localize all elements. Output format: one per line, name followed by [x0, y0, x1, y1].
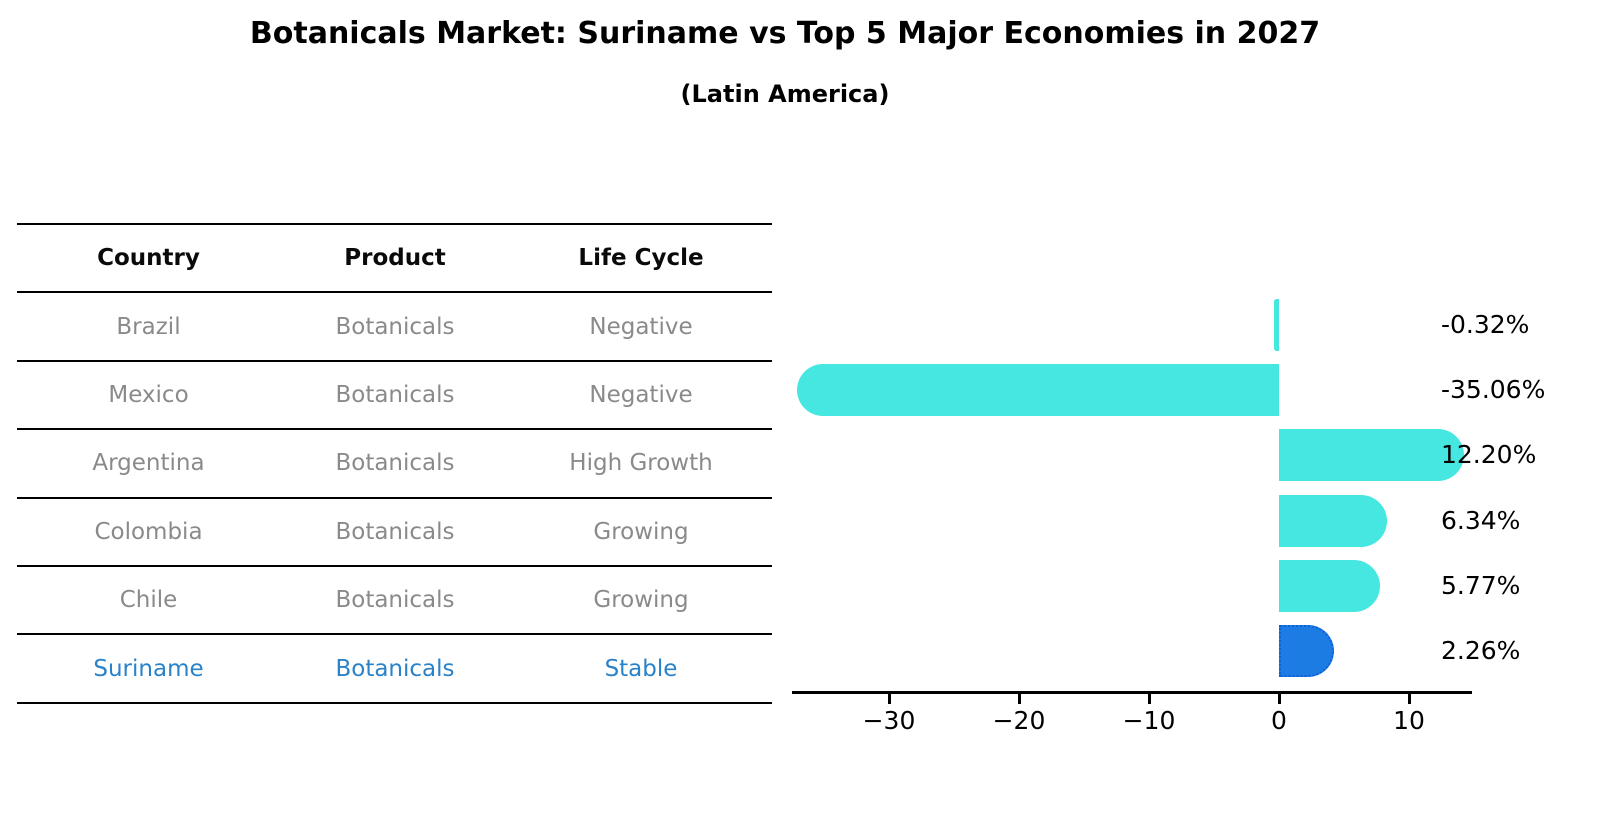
table-cell-life-cycle: Growing — [593, 518, 689, 545]
table-header-row: Country Product Life Cycle — [17, 223, 772, 291]
bar-value-label: 2.26% — [1441, 636, 1521, 665]
chart-subtitle: (Latin America) — [680, 80, 890, 108]
table-row: Argentina Botanicals High Growth — [17, 428, 772, 496]
table-cell-product: Botanicals — [335, 655, 455, 682]
x-tick-label: 10 — [1393, 706, 1425, 735]
table-cell-country: Colombia — [94, 518, 203, 545]
table-cell-country: Mexico — [108, 381, 189, 408]
x-tick — [1408, 694, 1411, 704]
table-cell-country: Suriname — [93, 655, 204, 682]
column-header-life-cycle: Life Cycle — [578, 245, 704, 272]
table-cell-country: Brazil — [116, 313, 181, 340]
table-cell-life-cycle: Growing — [593, 587, 689, 614]
table-cell-product: Botanicals — [335, 381, 455, 408]
bar-chile — [1279, 559, 1380, 612]
bar-value-label: 5.77% — [1441, 570, 1521, 600]
x-tick — [888, 694, 891, 704]
table-body: Brazil Botanicals Negative Mexico Botanicals… — [17, 291, 772, 704]
table-cell-product: Botanicals — [335, 518, 455, 545]
bar-mexico — [797, 364, 1279, 417]
table-row: Chile Botanicals Growing — [17, 564, 772, 633]
table-row: Mexico Botanicals Negative — [17, 359, 772, 428]
x-tick-label: −10 — [1122, 706, 1176, 735]
table-cell-life-cycle: High Growth — [569, 450, 713, 477]
column-header-product: Product — [344, 245, 446, 272]
table-cell-life-cycle: Negative — [589, 313, 693, 340]
comparison-table: Country Product Life Cycle Brazil Botanic… — [17, 223, 772, 704]
bar-suriname — [1279, 625, 1335, 677]
table-cell-product: Botanicals — [335, 587, 455, 614]
bar-argentina — [1279, 429, 1464, 482]
x-tick-label: −20 — [992, 706, 1046, 735]
column-header-country: Country — [97, 245, 200, 272]
x-tick — [1148, 694, 1151, 704]
table-cell-country: Chile — [119, 587, 178, 614]
bar-value-label: 6.34% — [1441, 505, 1521, 535]
bar-colombia — [1279, 494, 1388, 547]
chart-title: Botanicals Market: Suriname vs Top 5 Maj… — [249, 16, 1321, 51]
table-cell-country: Argentina — [92, 450, 205, 477]
bar-brazil — [1273, 299, 1279, 351]
x-tick — [1018, 694, 1021, 704]
x-tick-label: 0 — [1271, 706, 1287, 735]
x-tick — [1278, 694, 1281, 704]
x-axis-spine — [792, 691, 1472, 694]
table-cell-product: Botanicals — [335, 313, 455, 340]
bar-value-label: 12.20% — [1441, 440, 1537, 470]
table-cell-life-cycle: Negative — [589, 381, 693, 408]
table-row: Colombia Botanicals Growing — [17, 496, 772, 565]
table-cell-product: Botanicals — [335, 450, 455, 477]
x-tick-label: −30 — [862, 706, 916, 735]
table-row: Brazil Botanicals Negative — [17, 291, 772, 359]
bar-value-label: -0.32% — [1441, 310, 1530, 339]
table-row: Suriname Botanicals Stable — [17, 633, 772, 704]
bar-value-label: -35.06% — [1441, 375, 1546, 405]
table-cell-life-cycle: Stable — [604, 655, 678, 682]
